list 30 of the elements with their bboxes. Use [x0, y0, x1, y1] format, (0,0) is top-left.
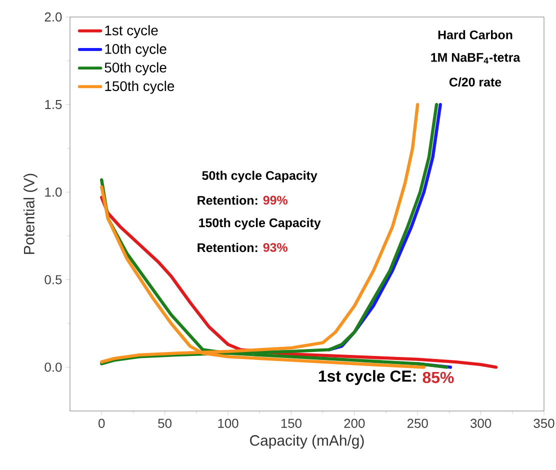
y-tick-label: 1.5	[45, 100, 62, 110]
annotation: 93%	[263, 243, 288, 252]
x-tick-label: 250	[407, 418, 428, 428]
annotation: Retention:	[198, 196, 258, 205]
y-tick-label: 1.0	[45, 188, 62, 197]
y-tick-label: 0.0	[44, 362, 62, 372]
y-tick-label: 0.5	[44, 275, 62, 284]
x-tick-label: 300	[470, 418, 492, 428]
legend-label: 150th cycle	[105, 80, 174, 94]
legend-label: 50th cycle	[104, 62, 166, 76]
x-axis-title: Capacity (mAh/g)	[250, 434, 364, 449]
annotation: 99%	[263, 196, 288, 205]
annotation: 50th cycle Capacity	[202, 170, 318, 182]
x-tick-label: 100	[218, 418, 238, 428]
y-tick-label: 2.0	[44, 12, 62, 22]
x-tick-label: 50	[158, 418, 172, 428]
x-tick-label: 200	[344, 418, 365, 428]
annotation: 1M NaBF$_{4}$-tetra	[431, 53, 520, 64]
x-tick-label: 150	[281, 418, 302, 428]
annotation: Hard Carbon	[438, 30, 512, 40]
annotation: Retention:	[198, 242, 258, 252]
x-tick-label: 350	[534, 418, 554, 428]
annotation: 150th cycle Capacity	[199, 218, 321, 230]
annotation: C/20 rate	[449, 77, 502, 87]
annotation: 1st cycle CE:	[318, 370, 416, 385]
x-tick-label: 0	[98, 418, 105, 428]
legend-label: 10th cycle	[105, 44, 166, 57]
y-axis-title: Potential (V)	[23, 174, 38, 254]
annotation: 85%	[422, 372, 454, 384]
legend-label: 1st cycle	[105, 25, 158, 38]
